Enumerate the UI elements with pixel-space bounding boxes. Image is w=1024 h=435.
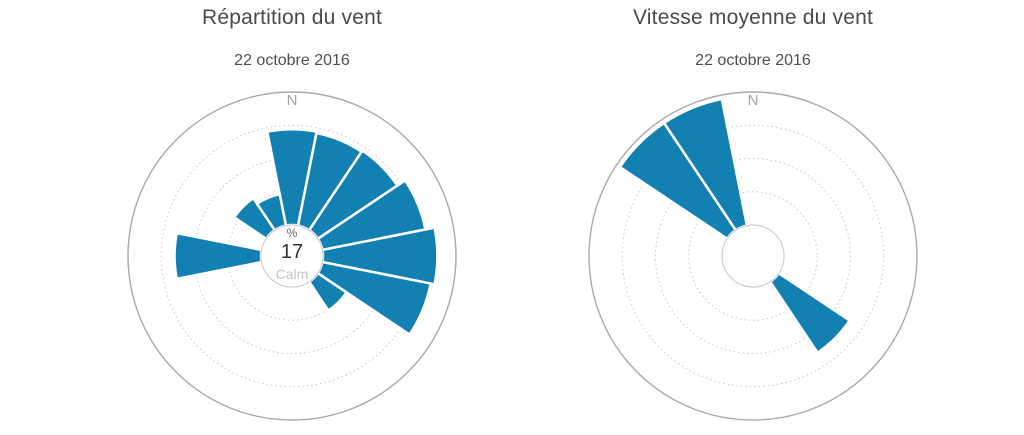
outer-axis-ring (127, 91, 457, 421)
calm-caption: Calm (275, 266, 309, 282)
calm-center-labels: % 17 Calm (232, 227, 352, 281)
north-compass-label: N (286, 92, 298, 109)
wind-rose-canvas (588, 91, 918, 421)
wind-rose-sector-se (768, 271, 851, 354)
radial-gridline (621, 124, 885, 388)
wind-distribution-chart: Répartition du vent 22 octobre 2016 N % … (127, 6, 457, 421)
wind-speed-chart: Vitesse moyenne du vent 22 octobre 2016 … (512, 0, 1024, 435)
chart-title: Vitesse moyenne du vent (632, 6, 874, 29)
radial-gridline (655, 158, 851, 354)
outer-axis-ring (588, 91, 918, 421)
wind-rose-canvas (127, 91, 457, 421)
chart-subtitle: 22 octobre 2016 (234, 52, 350, 69)
calm-value: 17 (280, 241, 304, 263)
radial-gridline (688, 191, 818, 321)
center-hole (721, 224, 785, 288)
north-compass-label: N (747, 92, 759, 109)
chart-subtitle: 22 octobre 2016 (695, 52, 811, 69)
chart-title: Répartition du vent (201, 6, 383, 29)
center-hole (260, 224, 324, 288)
calm-unit-label: % (286, 226, 298, 240)
